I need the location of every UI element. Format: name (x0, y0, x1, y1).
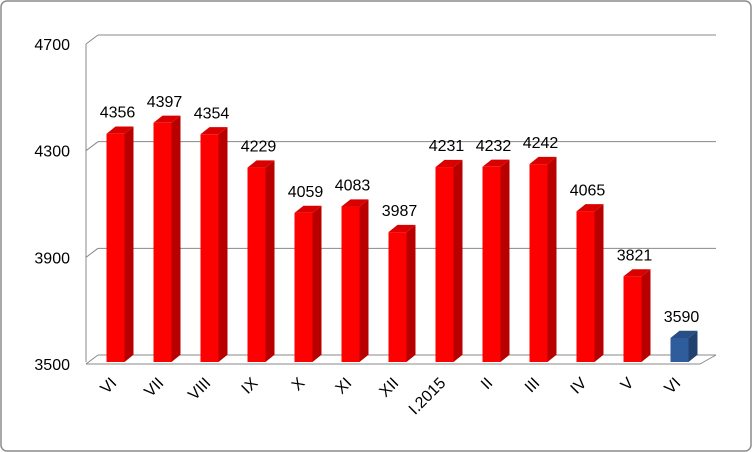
data-label: 4231 (429, 138, 465, 155)
bar (482, 166, 501, 362)
data-label: 4065 (570, 182, 606, 199)
bar (623, 276, 642, 362)
grid-line (85, 247, 99, 258)
data-label: 4356 (100, 105, 136, 122)
bar (247, 167, 266, 362)
bar-top (106, 126, 134, 134)
data-label: 4059 (288, 184, 324, 201)
bar-side (547, 156, 557, 362)
grid-line (85, 354, 99, 365)
bar (435, 167, 454, 362)
bar (200, 134, 219, 362)
data-label: 4083 (335, 178, 371, 195)
bar-side (124, 126, 134, 363)
data-label: 4229 (241, 139, 277, 156)
bar-side (641, 269, 651, 362)
bar-top (670, 330, 698, 338)
bar-top (247, 160, 275, 168)
bar-top (576, 204, 604, 212)
floor-edge (699, 354, 717, 365)
bar-top (529, 156, 557, 165)
bar-side (218, 127, 228, 362)
bar (670, 338, 689, 362)
bar-side (406, 224, 416, 362)
bar-side (688, 330, 698, 362)
y-tick-label: 4300 (34, 144, 70, 161)
grid-line (85, 34, 99, 45)
data-label: 4232 (476, 138, 512, 155)
bar-top (341, 199, 369, 207)
data-label: 4354 (194, 105, 230, 122)
bar-side (359, 199, 369, 362)
bar-top (623, 269, 651, 277)
bar-top (294, 205, 322, 213)
y-tick-label: 3500 (34, 357, 70, 374)
data-label: 3590 (664, 309, 700, 326)
bar-side (265, 160, 275, 362)
bar-side (500, 159, 510, 362)
bar-top (153, 115, 181, 123)
data-label: 4242 (523, 135, 559, 152)
bar-top (388, 224, 416, 233)
bar-side (453, 159, 463, 362)
data-label: 4397 (147, 94, 183, 111)
y-tick-label: 4700 (34, 37, 70, 54)
bar (341, 206, 360, 362)
grid-line (85, 141, 99, 152)
bar (106, 133, 125, 362)
bar-top (435, 159, 463, 168)
data-label: 3821 (617, 247, 653, 264)
bar-side (312, 205, 322, 362)
bar (153, 122, 172, 362)
bar (388, 232, 407, 362)
bar (529, 164, 548, 362)
bar-top (200, 127, 228, 135)
bar (294, 212, 313, 362)
bar (576, 211, 595, 362)
bar-side (594, 204, 604, 362)
data-label: 3987 (382, 203, 418, 220)
bar-side (171, 115, 181, 362)
y-tick-label: 3900 (34, 250, 70, 267)
bar-top (482, 159, 510, 167)
